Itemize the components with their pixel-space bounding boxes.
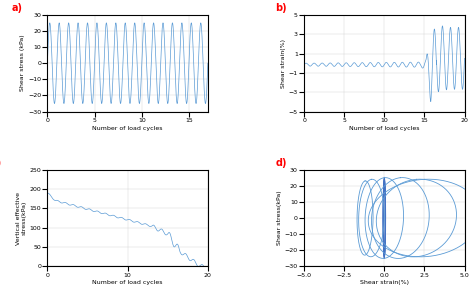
Y-axis label: Shear strain(%): Shear strain(%)	[281, 39, 286, 88]
Text: b): b)	[275, 3, 287, 13]
Y-axis label: Shear stress(kPa): Shear stress(kPa)	[277, 191, 282, 245]
X-axis label: Number of load cycles: Number of load cycles	[92, 126, 163, 131]
X-axis label: Number of load cycles: Number of load cycles	[92, 280, 163, 285]
Text: d): d)	[275, 158, 287, 168]
Text: a): a)	[12, 3, 23, 13]
Y-axis label: Vertical effective
stress(kPa): Vertical effective stress(kPa)	[16, 192, 27, 244]
Text: c): c)	[0, 158, 1, 168]
X-axis label: Number of load cycles: Number of load cycles	[349, 126, 419, 131]
Y-axis label: Shear stress (kPa): Shear stress (kPa)	[20, 35, 25, 91]
X-axis label: Shear strain(%): Shear strain(%)	[360, 280, 409, 285]
